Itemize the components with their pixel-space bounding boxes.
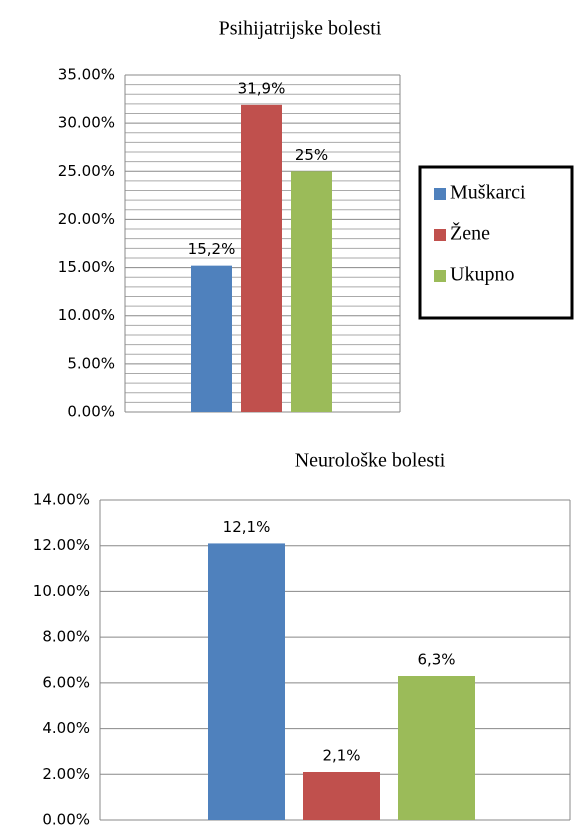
legend-label: Ukupno: [450, 264, 514, 286]
legend-swatch: [434, 270, 446, 282]
legend-label: Žene: [450, 222, 490, 245]
bar: [398, 676, 475, 820]
legend-swatch: [434, 229, 446, 241]
chart-title: Neurološke bolesti: [295, 450, 446, 472]
data-label: 2,1%: [322, 747, 360, 765]
y-tick-label: 5.00%: [67, 354, 115, 372]
y-tick-label: 4.00%: [42, 719, 90, 737]
data-label: 15,2%: [188, 240, 236, 258]
bar: [191, 265, 232, 412]
legend-swatch: [434, 188, 446, 200]
y-tick-label: 0.00%: [42, 811, 90, 828]
y-tick-label: 6.00%: [42, 673, 90, 691]
y-tick-label: 2.00%: [42, 765, 90, 783]
legend-label: Muškarci: [450, 182, 526, 204]
y-tick-label: 15.00%: [58, 258, 115, 276]
bar: [208, 543, 285, 820]
y-tick-label: 8.00%: [42, 628, 90, 646]
y-tick-label: 10.00%: [33, 582, 90, 600]
y-tick-label: 25.00%: [58, 162, 115, 180]
y-tick-label: 14.00%: [33, 491, 90, 509]
data-label: 12,1%: [223, 518, 271, 536]
bar: [241, 104, 282, 412]
bar: [303, 772, 380, 820]
y-tick-label: 30.00%: [58, 114, 115, 132]
y-tick-label: 35.00%: [58, 66, 115, 84]
y-tick-label: 20.00%: [58, 210, 115, 228]
data-label: 6,3%: [417, 651, 455, 669]
data-label: 31,9%: [238, 79, 286, 97]
chart-title: Psihijatrijske bolesti: [219, 18, 382, 40]
bar: [291, 171, 332, 412]
y-tick-label: 12.00%: [33, 536, 90, 554]
y-tick-label: 10.00%: [58, 306, 115, 324]
data-label: 25%: [295, 146, 328, 164]
y-tick-label: 0.00%: [67, 403, 115, 421]
